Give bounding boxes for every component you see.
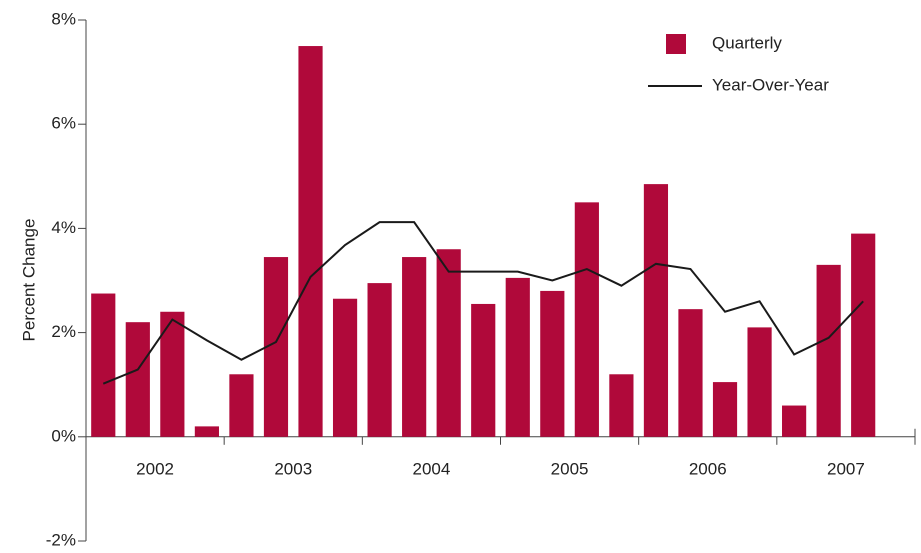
y-axis-title: Percent Change [19,219,38,342]
bar [782,405,807,437]
bar [643,184,669,437]
bar [816,264,841,437]
bar [367,283,392,437]
bar [229,374,254,437]
bar [574,202,599,437]
y-tick-label: 6% [51,114,76,133]
bar [402,257,427,437]
bar [609,374,634,437]
bar [436,249,461,437]
bar [91,293,116,437]
line [102,221,864,385]
bar [712,382,738,437]
legend-swatch [666,34,686,54]
bar [505,277,530,437]
y-tick-label: 4% [51,218,76,237]
bar [471,303,496,437]
x-tick-label: 2005 [551,459,589,478]
y-tick-label: 2% [51,322,76,341]
legend-label: Year-Over-Year [712,75,829,94]
bar [747,327,772,437]
y-tick-label: -2% [46,530,76,549]
y-tick-label: 0% [51,426,76,445]
bar [332,298,358,437]
bar [194,426,219,437]
bar [851,233,876,437]
y-tick-label: 8% [51,9,76,28]
legend-label: Quarterly [712,33,782,52]
bar [678,309,703,437]
bar [540,290,565,437]
bar [125,322,150,437]
x-tick-label: 2002 [136,459,174,478]
x-tick-label: 2004 [413,459,451,478]
x-tick-label: 2007 [827,459,865,478]
x-tick-label: 2003 [274,459,312,478]
bar [298,46,323,437]
x-tick-label: 2006 [689,459,727,478]
